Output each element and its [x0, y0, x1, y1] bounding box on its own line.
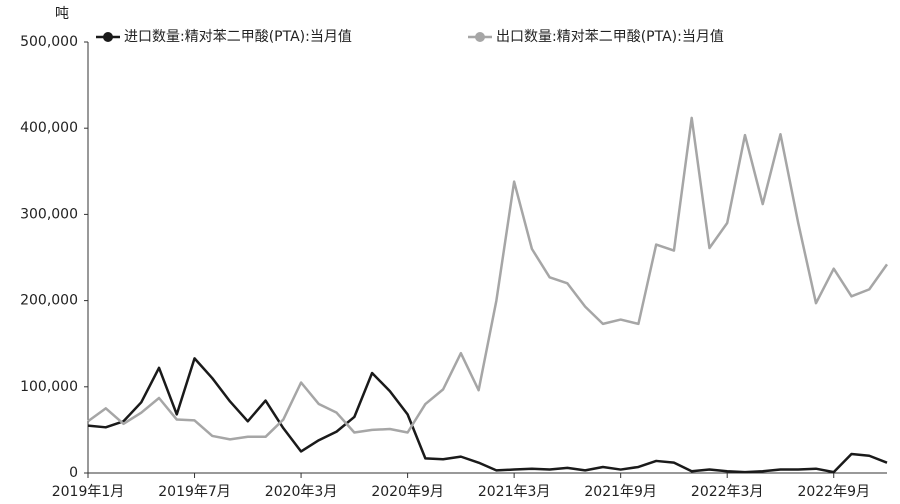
series-line — [87, 357, 888, 474]
x-tick-label: 2019年7月 — [158, 484, 231, 500]
legend-marker — [475, 32, 485, 42]
y-unit: 吨 — [55, 6, 69, 22]
legend-label: 出口数量:精对苯二甲酸(PTA):当月值 — [496, 28, 724, 45]
series-line — [87, 116, 889, 441]
y-tick-label: 400,000 — [20, 120, 78, 136]
x-tick-label: 2021年9月 — [584, 484, 657, 500]
x-tick-label: 2021年3月 — [478, 484, 551, 500]
x-tick-label: 2020年3月 — [265, 484, 338, 500]
y-tick-label: 500,000 — [20, 34, 78, 50]
y-tick-label: 200,000 — [20, 293, 78, 309]
legend-marker — [103, 32, 113, 42]
legend-label: 进口数量:精对苯二甲酸(PTA):当月值 — [124, 28, 352, 45]
x-tick-label: 2020年9月 — [371, 484, 444, 500]
x-tick-label: 2022年9月 — [797, 484, 870, 500]
y-tick-label: 300,000 — [20, 206, 78, 222]
y-tick-label: 0 — [69, 465, 78, 481]
x-tick-label: 2019年1月 — [52, 484, 125, 500]
x-tick-label: 2022年3月 — [691, 484, 764, 500]
y-tick-label: 100,000 — [20, 379, 78, 395]
